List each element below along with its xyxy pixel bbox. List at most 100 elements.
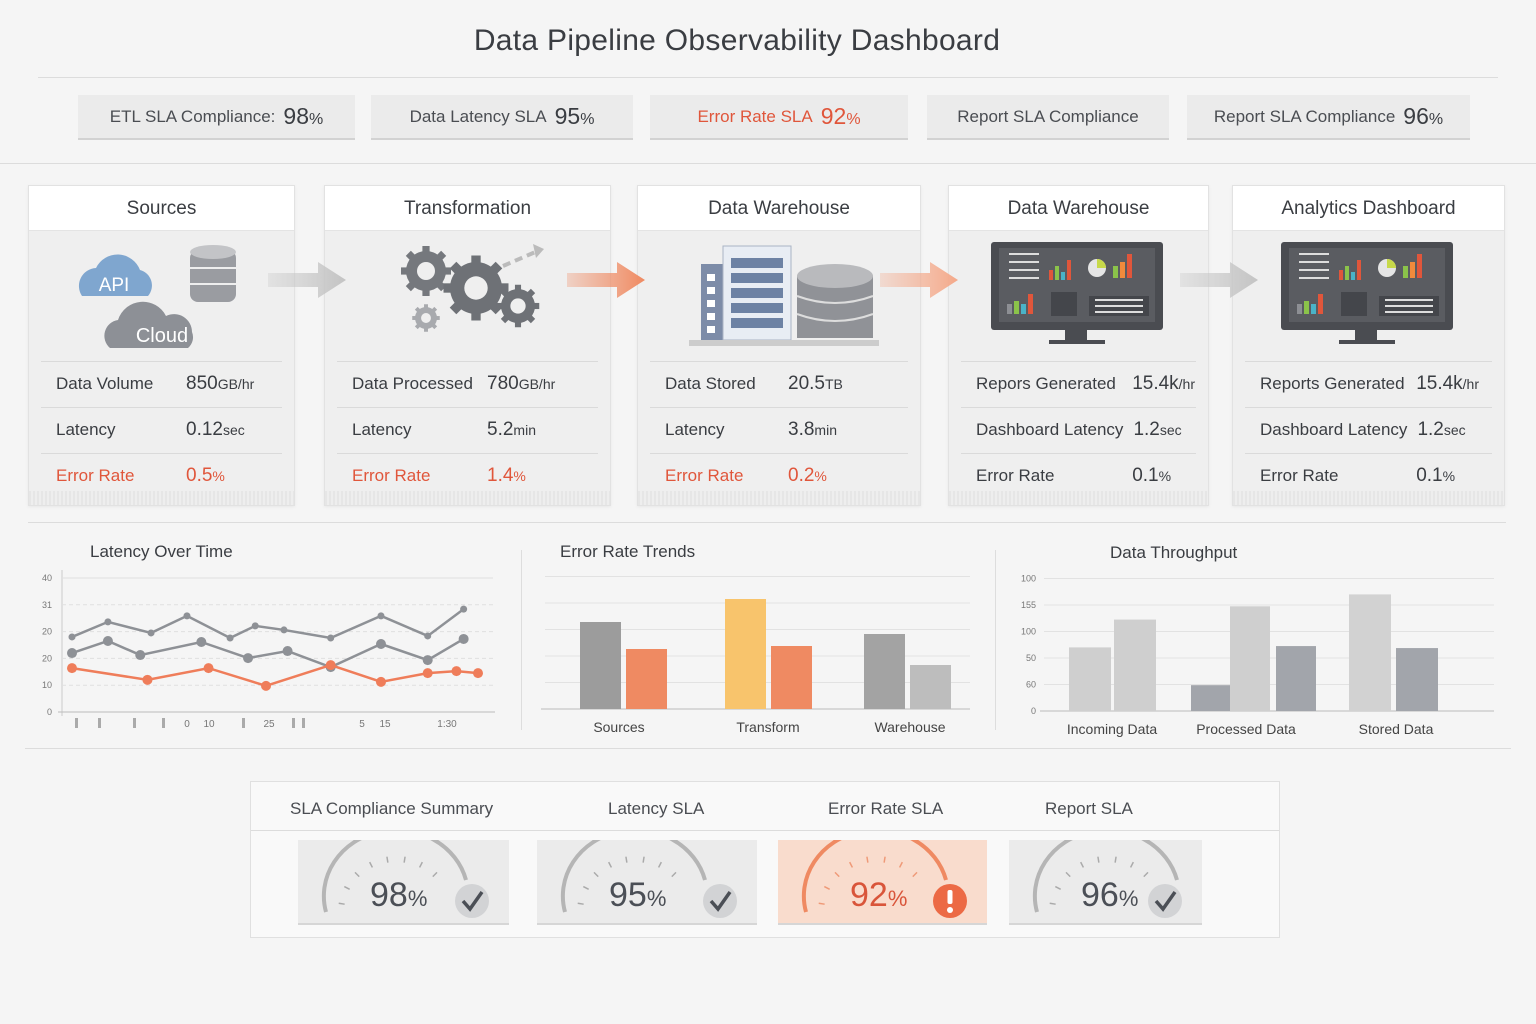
- stage-icon-area: API Cloud: [29, 231, 294, 361]
- bar: [725, 599, 766, 709]
- kpi-value: 92%: [821, 103, 861, 130]
- bar: [864, 634, 905, 709]
- metric-unit: TB: [824, 375, 843, 392]
- gauge-value: 95%: [609, 876, 666, 915]
- check-icon: [455, 884, 489, 918]
- stage-card-0[interactable]: Sources API Cloud Data Volume 850GB/hr Latenc…: [28, 185, 295, 506]
- sla-gauge-2[interactable]: 92%: [778, 840, 987, 925]
- latency-chart-title: Latency Over Time: [90, 542, 233, 561]
- metric-row: Dashboard Latency 1.2sec: [961, 407, 1196, 451]
- gauge-value: 92%: [850, 876, 907, 915]
- kpi-0[interactable]: ETL SLA Compliance: 98%: [78, 95, 355, 140]
- data-point: [280, 626, 288, 634]
- stage-card-2[interactable]: Data Warehouse Data Stored 20.5TB Latency 3.…: [637, 185, 921, 506]
- x-tick-mark: [133, 718, 136, 728]
- metric-value: 1.4%: [487, 465, 526, 487]
- gauge-value: 98%: [370, 876, 427, 915]
- alert-icon: [933, 884, 967, 918]
- stage-title: Data Warehouse: [949, 186, 1208, 231]
- metric-number: 0.5: [186, 464, 213, 486]
- summary-header: SLA Compliance Summary: [290, 799, 494, 818]
- metric-number: 1.4: [487, 464, 514, 486]
- metric-unit: %: [1442, 467, 1456, 484]
- card-footer: [325, 491, 610, 505]
- sla-gauge-3[interactable]: 96%: [1009, 840, 1202, 925]
- metric-row: Latency 5.2min: [337, 407, 598, 451]
- metric-label: Repors Generated: [976, 373, 1116, 393]
- kpi-unit: %: [580, 111, 595, 128]
- sla-gauge-1[interactable]: 95%: [537, 840, 757, 925]
- data-point: [68, 633, 76, 641]
- kpi-4[interactable]: Report SLA Compliance 96%: [1187, 95, 1470, 140]
- metric-row: Dashboard Latency 1.2sec: [1245, 407, 1492, 451]
- y-tick-label: 0: [47, 707, 52, 717]
- metric-unit: %: [212, 467, 225, 484]
- category-label: Warehouse: [874, 719, 945, 735]
- kpi-value: 95%: [555, 103, 595, 130]
- check-icon: [1148, 884, 1182, 918]
- y-tick-label: 10: [42, 680, 52, 690]
- metric-number: 3.8: [788, 418, 815, 440]
- data-point: [104, 618, 112, 626]
- kpi-value: 98%: [283, 103, 323, 130]
- stage-icon-area: [1233, 231, 1504, 361]
- monitor-dashboard-icon: [990, 242, 1163, 344]
- gauge-arc-icon: [1032, 840, 1179, 913]
- metric-row: Repors Generated 15.4k/hr: [961, 361, 1196, 405]
- card-footer: [949, 491, 1208, 505]
- kpi-2[interactable]: Error Rate SLA 92%: [650, 95, 908, 140]
- charts: 0 10 20 20 31 40 0 10 25 5 15 1:30 Sources Transform W…: [42, 570, 1494, 737]
- y-tick-label: 20: [42, 653, 52, 663]
- category-label: Processed Data: [1196, 721, 1296, 737]
- stage-icon-area: [949, 231, 1208, 361]
- data-point: [375, 638, 386, 649]
- data-point: [243, 653, 254, 664]
- kpi-1[interactable]: Data Latency SLA 95%: [371, 95, 633, 140]
- metric-value: 780GB/hr: [487, 373, 555, 395]
- metric-unit: sec: [1159, 421, 1182, 438]
- gauge-value: 96%: [1081, 876, 1138, 915]
- metric-unit: /hr: [1462, 375, 1480, 392]
- stage-card-4[interactable]: Analytics Dashboard Reports Generated 15.4…: [1232, 185, 1505, 506]
- monitor-dashboard-icon: [1280, 242, 1453, 344]
- y-tick-label: 0: [1031, 706, 1036, 716]
- x-tick-label: 0: [184, 719, 190, 730]
- page-title: Data Pipeline Observability Dashboard: [473, 24, 1001, 57]
- kpi-label: ETL SLA Compliance:: [109, 106, 276, 126]
- data-point: [102, 635, 113, 646]
- database-icon: [189, 250, 236, 302]
- stage-icon-area: [638, 231, 920, 361]
- metric-label: Dashboard Latency: [1260, 419, 1408, 439]
- stage-title: Sources: [29, 186, 294, 231]
- gauge-arc-icon: [801, 840, 948, 913]
- stage-card-1[interactable]: Transformation Data Processed 780GB/hr Late…: [324, 185, 611, 506]
- bar: [1191, 685, 1231, 711]
- stage-card-3[interactable]: Data Warehouse Repors Generated 15.4k/hr Da…: [948, 185, 1209, 506]
- kpi-3[interactable]: Report SLA Compliance: [927, 95, 1169, 140]
- metric-label: Data Stored: [665, 373, 756, 393]
- metric-label: Data Processed: [352, 373, 473, 393]
- divider: [38, 77, 1498, 78]
- cloud-label: Cloud: [135, 325, 187, 347]
- flow-arrow-icon: [567, 262, 645, 298]
- divider: [0, 163, 1536, 164]
- metric-value: 0.1%: [1132, 465, 1171, 487]
- warehouse-database-icon: [689, 245, 879, 346]
- gears-icon: [400, 244, 544, 332]
- cloud-database-icon: API Cloud: [78, 245, 236, 348]
- metric-label: Latency: [56, 419, 116, 439]
- metric-unit: GB/hr: [217, 375, 255, 392]
- metric-unit: sec: [1443, 421, 1466, 438]
- data-point: [147, 629, 155, 637]
- kpi-number: 98: [283, 103, 310, 129]
- metric-number: 850: [186, 372, 218, 394]
- metric-row: Latency 3.8min: [650, 407, 908, 451]
- metric-value: 0.12sec: [186, 419, 245, 441]
- sla-gauge-0[interactable]: 98%: [298, 840, 509, 925]
- data-point: [422, 655, 433, 666]
- metric-unit: GB/hr: [518, 375, 556, 392]
- gauge-number: 92: [850, 876, 888, 914]
- metric-number: 15.4k: [1416, 372, 1463, 394]
- y-tick-label: 40: [42, 573, 52, 583]
- gauge-arc-icon: [321, 840, 468, 913]
